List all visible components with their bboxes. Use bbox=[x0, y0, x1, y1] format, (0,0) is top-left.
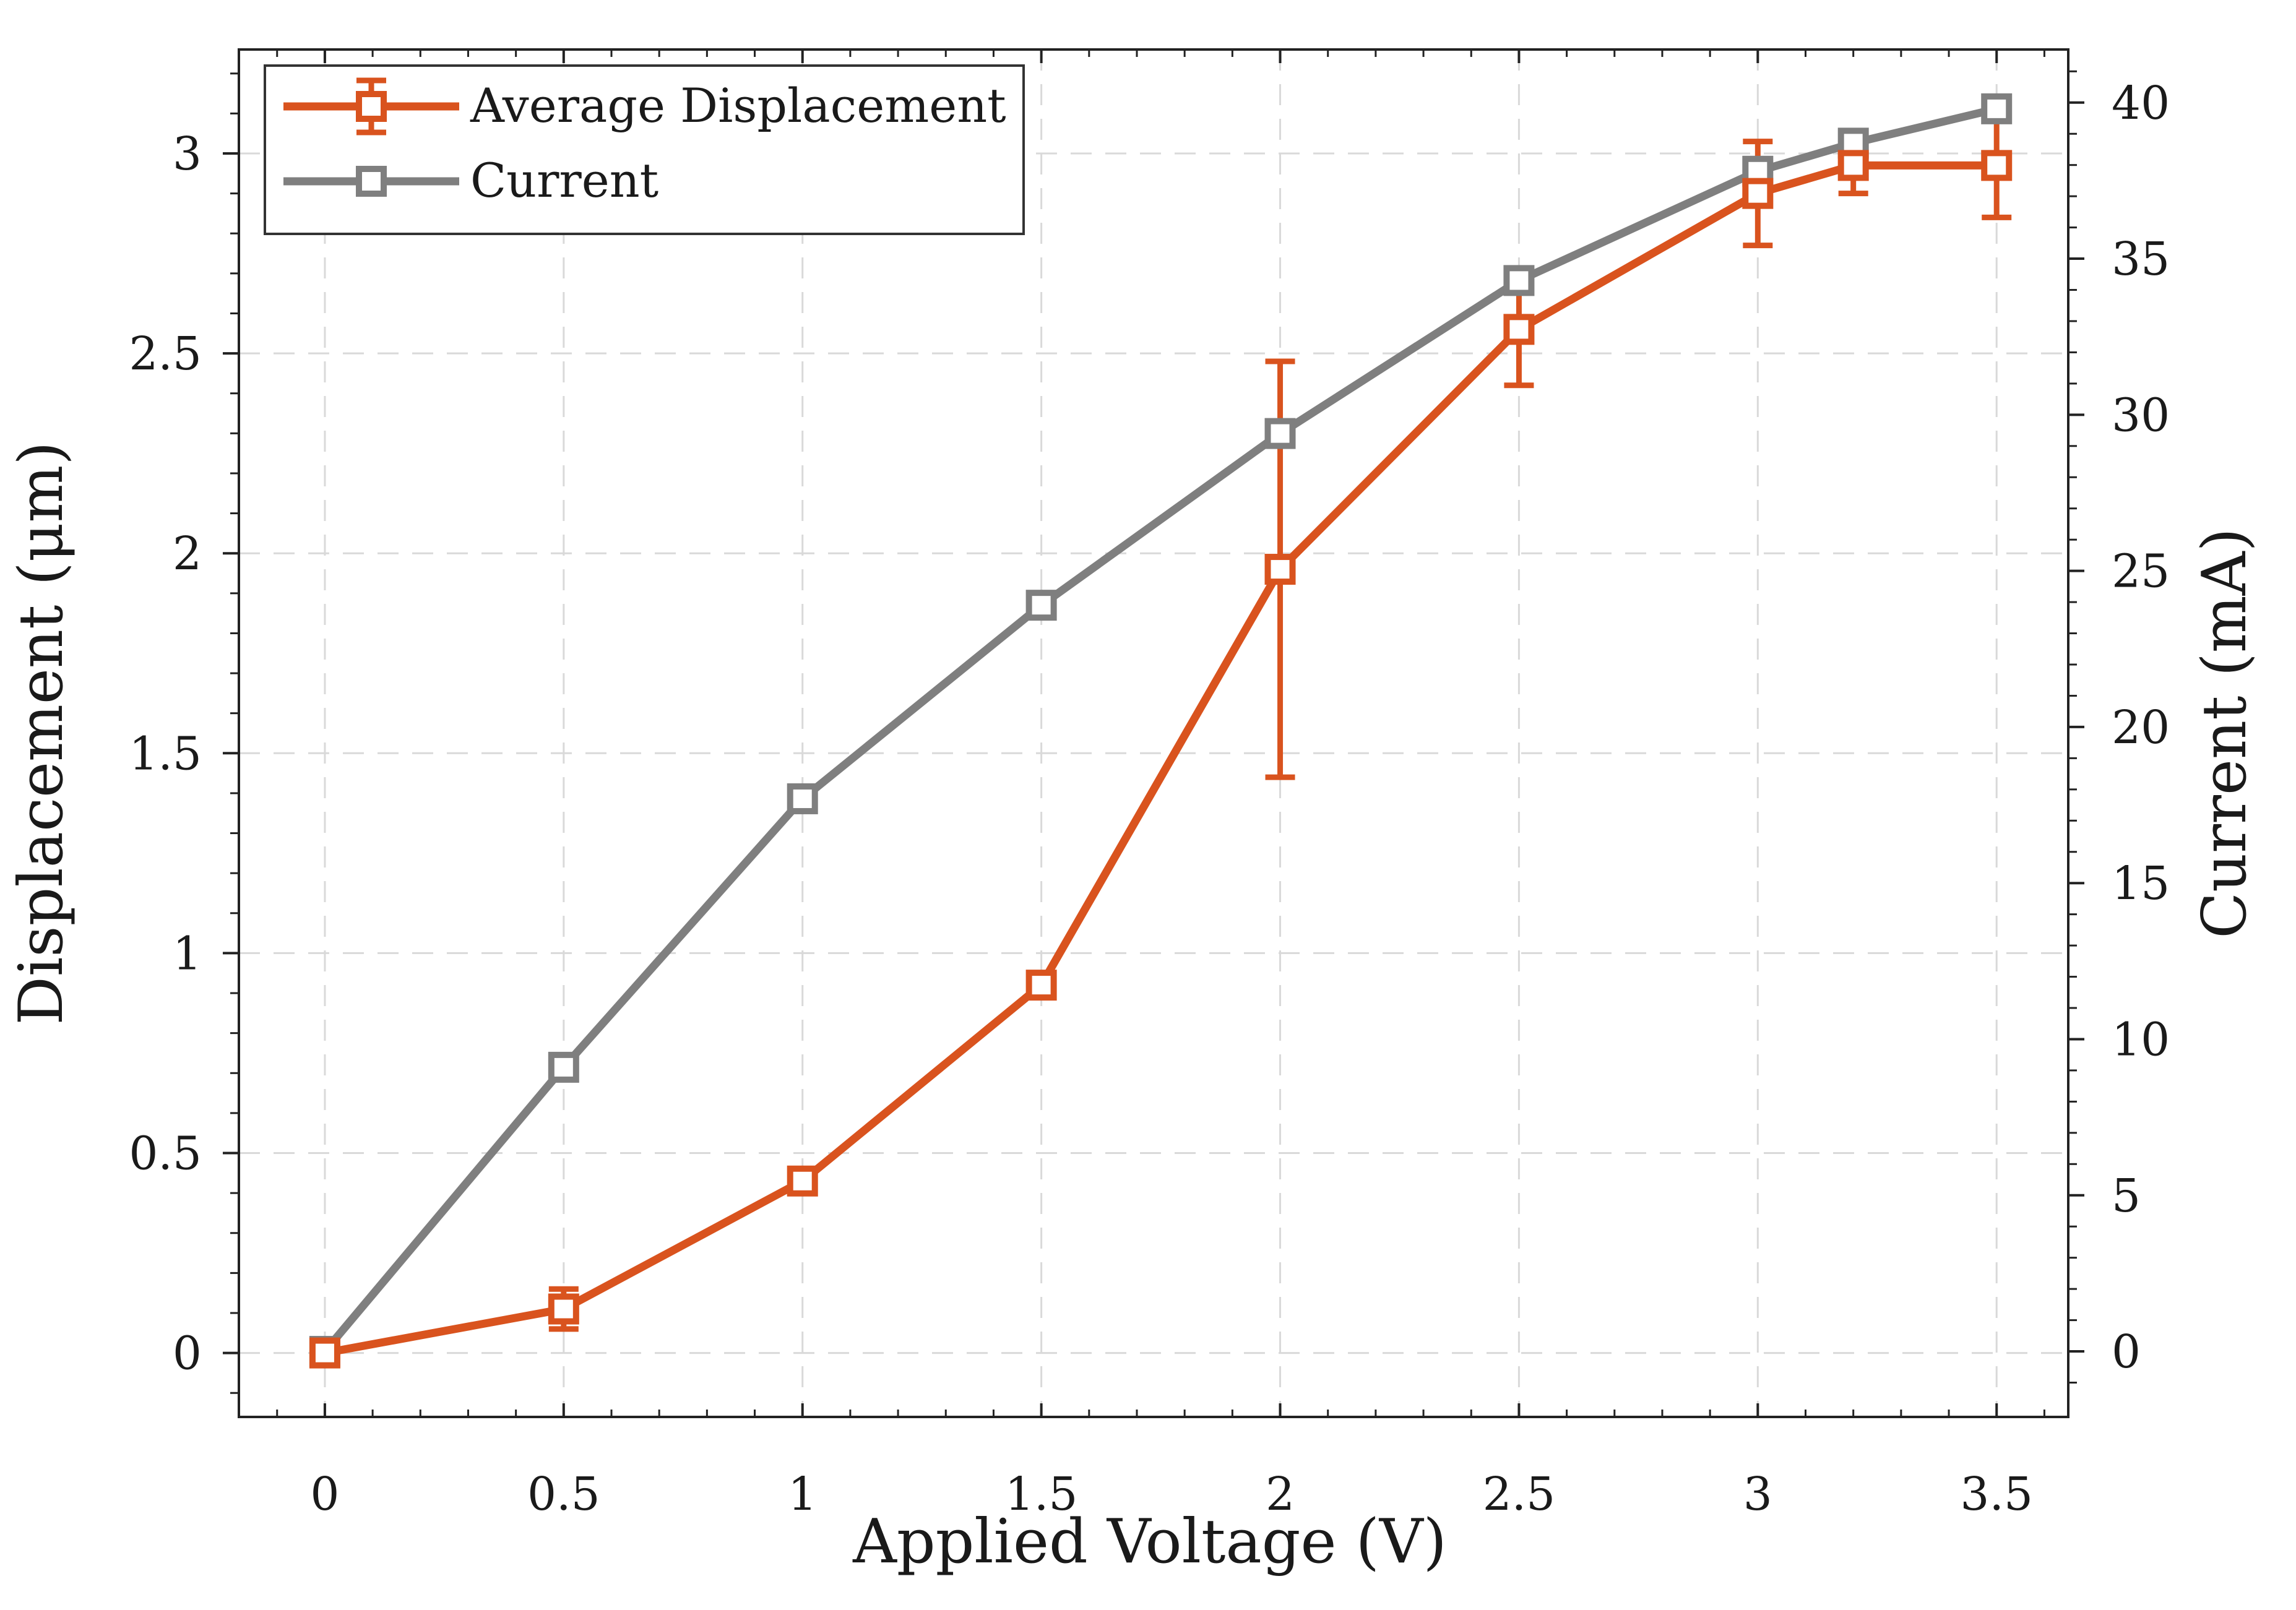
y2-tick-label: 35 bbox=[2112, 233, 2170, 286]
tick-labels: 0 0.5 1 1.5 2 2.5 3 3.500.511.522.5305101520253… bbox=[129, 77, 2170, 1521]
x-tick-label: 0.5 bbox=[527, 1468, 600, 1521]
current-point bbox=[1264, 418, 1296, 449]
x-tick-label: 1.5 bbox=[1005, 1468, 1078, 1521]
displacement-point bbox=[1503, 314, 1535, 345]
y-axis-title: Displacement (μm) bbox=[6, 441, 77, 1025]
y2-tick-label: 30 bbox=[2112, 389, 2170, 442]
displacement-point bbox=[1837, 150, 1869, 181]
y2-tick-label: 5 bbox=[2112, 1169, 2141, 1223]
y2-axis-title: Current (mA) bbox=[2190, 528, 2260, 939]
displacement-point bbox=[1025, 970, 1057, 1001]
y2-tick-label: 10 bbox=[2112, 1013, 2170, 1066]
current-point bbox=[1981, 93, 2013, 124]
y-tick-label: 0 bbox=[173, 1327, 202, 1380]
legend-label-displacement: Average Displacement bbox=[470, 78, 1006, 133]
displacement-point bbox=[548, 1293, 579, 1325]
displacement-point bbox=[1981, 150, 2013, 181]
current-point bbox=[548, 1051, 579, 1083]
x-tick-label: 3 bbox=[1743, 1468, 1772, 1521]
y-tick-label: 2 bbox=[173, 527, 202, 580]
displacement-point bbox=[787, 1165, 818, 1197]
legend-symbol-displacement bbox=[283, 77, 459, 136]
current-point bbox=[1503, 265, 1535, 296]
x-axis-title: Applied Voltage (V) bbox=[852, 1507, 1447, 1577]
legend-box bbox=[264, 64, 1025, 235]
x-tick-label: 2 bbox=[1266, 1468, 1295, 1521]
y2-tick-label: 15 bbox=[2112, 857, 2170, 910]
grid-lines bbox=[239, 50, 2068, 1417]
displacement-point bbox=[1742, 178, 1774, 209]
current-point bbox=[1025, 590, 1057, 621]
x-tick-label: 0 bbox=[310, 1468, 339, 1521]
y-tick-label: 1 bbox=[173, 927, 202, 980]
y-tick-label: 2.5 bbox=[129, 327, 202, 381]
legend-label-current: Current bbox=[470, 153, 658, 208]
series-layer bbox=[309, 93, 2013, 1369]
x-tick-label: 2.5 bbox=[1483, 1468, 1556, 1521]
y-tick-label: 3 bbox=[173, 127, 202, 181]
y2-tick-label: 25 bbox=[2112, 545, 2170, 598]
y2-tick-label: 40 bbox=[2112, 77, 2170, 130]
axis-ticks bbox=[223, 50, 2084, 1417]
plot-frame bbox=[238, 48, 2069, 1418]
legend-marker-current bbox=[356, 166, 387, 197]
y-tick-label: 1.5 bbox=[129, 727, 202, 780]
legend-symbol-current bbox=[283, 166, 459, 197]
current-point bbox=[787, 783, 818, 814]
legend-marker-displacement bbox=[356, 91, 387, 122]
y-tick-label: 0.5 bbox=[129, 1127, 202, 1181]
y2-tick-label: 20 bbox=[2112, 701, 2170, 754]
legend: Average Displacement Current bbox=[264, 64, 1025, 235]
x-tick-label: 1 bbox=[788, 1468, 817, 1521]
displacement-point bbox=[309, 1337, 340, 1369]
x-tick-label: 3.5 bbox=[1960, 1468, 2033, 1521]
displacement-point bbox=[1264, 554, 1296, 585]
y2-tick-label: 0 bbox=[2112, 1325, 2141, 1379]
